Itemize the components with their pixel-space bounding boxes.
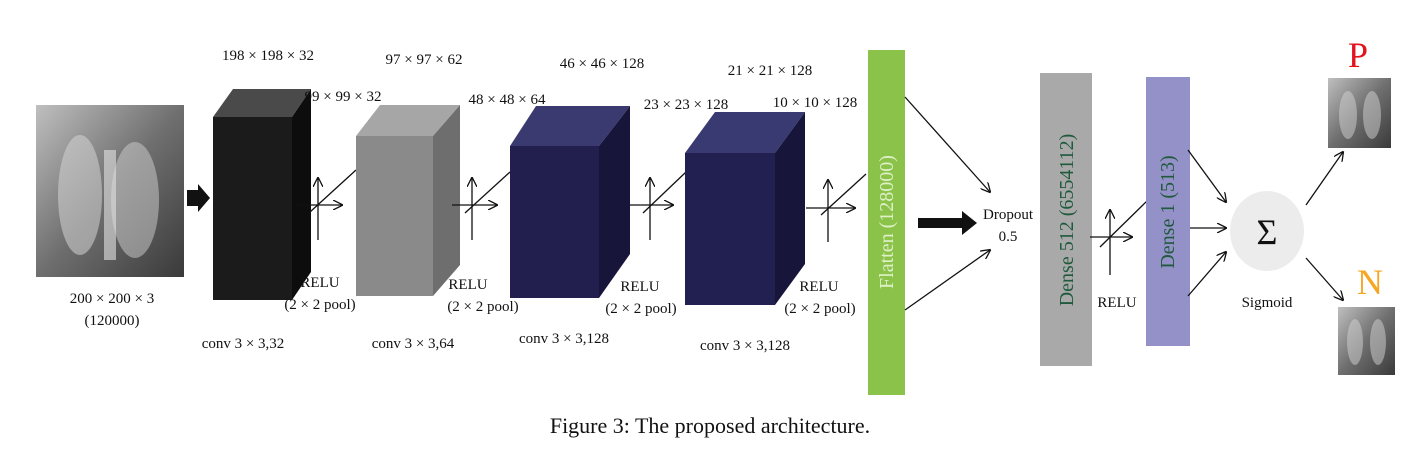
dense-sum-arrow-bottom [1187, 252, 1226, 297]
conv-block-3-front [510, 146, 599, 298]
relu-label-1: RELU [300, 275, 339, 291]
conv-block-4-front [685, 153, 775, 305]
conv-2-kernel-label: conv 3 × 3,64 [372, 336, 455, 352]
conv-block-1-top [213, 89, 311, 117]
sigmoid-sum-node [1230, 191, 1304, 271]
dropout-value: 0.5 [999, 229, 1018, 245]
sum-symbol: Σ [1257, 212, 1278, 252]
output-negative-label: N [1357, 262, 1383, 302]
input-dims-label: 200 × 200 × 3 [70, 291, 154, 307]
conv-1-pooled-label: 99 × 99 × 32 [305, 89, 382, 105]
dense-1-layer [1146, 77, 1190, 346]
conv-4-output-label: 21 × 21 × 128 [728, 63, 812, 79]
conv-block-4 [685, 112, 805, 305]
dense-512-label: Dense 512 (6554112) [1056, 134, 1078, 307]
output-arrow-positive [1305, 152, 1343, 206]
pool-label-2: (2 × 2 pool) [447, 299, 518, 315]
conv-block-3-top [510, 106, 630, 146]
output-arrow-negative [1305, 257, 1343, 300]
conv-block-2-top [356, 105, 460, 136]
output-negative-image [1338, 307, 1395, 375]
relu-label-3: RELU [620, 279, 659, 295]
relu-icon-1 [296, 169, 357, 240]
conv-block-2-side [433, 105, 460, 296]
relu-icon-dense [1090, 199, 1149, 275]
input-arrow [187, 184, 210, 212]
conv-block-1-side [292, 89, 311, 300]
flatten-dropout-arrow-bottom [904, 250, 990, 311]
conv-4-pooled-label: 10 × 10 × 128 [773, 95, 857, 111]
conv-2-output-label: 97 × 97 × 62 [386, 52, 463, 68]
relu-label-2: RELU [448, 277, 487, 293]
conv-block-4-side [775, 112, 805, 305]
conv-block-1-front [213, 117, 292, 300]
conv-block-1 [213, 89, 311, 300]
relu-icon-4 [806, 173, 867, 242]
dense-1-label: Dense 1 (513) [1157, 155, 1179, 268]
pool-label-1: (2 × 2 pool) [284, 297, 355, 313]
dense-sum-arrow-top [1187, 149, 1226, 202]
conv-3-output-label: 46 × 46 × 128 [560, 56, 644, 72]
relu-icon-2 [452, 171, 511, 240]
pool-label-3: (2 × 2 pool) [605, 301, 676, 317]
conv-2-pooled-label: 48 × 48 × 64 [469, 92, 546, 108]
conv-1-output-label: 198 × 198 × 32 [222, 48, 314, 64]
dense-relu-label: RELU [1097, 295, 1136, 311]
flatten-dropout-arrow-top [904, 96, 990, 192]
output-positive-image [1328, 78, 1391, 148]
pool-label-4: (2 × 2 pool) [784, 301, 855, 317]
conv-block-3-side [599, 106, 630, 298]
conv-3-kernel-label: conv 3 × 3,128 [519, 331, 609, 347]
input-size-label: (120000) [85, 313, 140, 329]
conv-block-2 [356, 105, 460, 296]
sigmoid-label: Sigmoid [1242, 295, 1293, 311]
conv-1-kernel-label: conv 3 × 3,32 [202, 336, 285, 352]
relu-icon-3 [630, 171, 687, 240]
flatten-layer [868, 50, 905, 395]
conv-block-4-top [685, 112, 805, 153]
dropout-arrow [918, 211, 977, 235]
dropout-label: Dropout [983, 207, 1034, 223]
relu-label-4: RELU [799, 279, 838, 295]
figure-caption: Figure 3: The proposed architecture. [550, 413, 870, 438]
output-positive-label: P [1348, 35, 1368, 75]
flatten-label: Flatten (128000) [876, 155, 898, 289]
input-xray-image [36, 105, 184, 277]
conv-block-2-front [356, 136, 433, 296]
conv-4-kernel-label: conv 3 × 3,128 [700, 338, 790, 354]
conv-3-pooled-label: 23 × 23 × 128 [644, 97, 728, 113]
dense-512-layer [1040, 73, 1092, 366]
conv-block-3 [510, 106, 630, 298]
